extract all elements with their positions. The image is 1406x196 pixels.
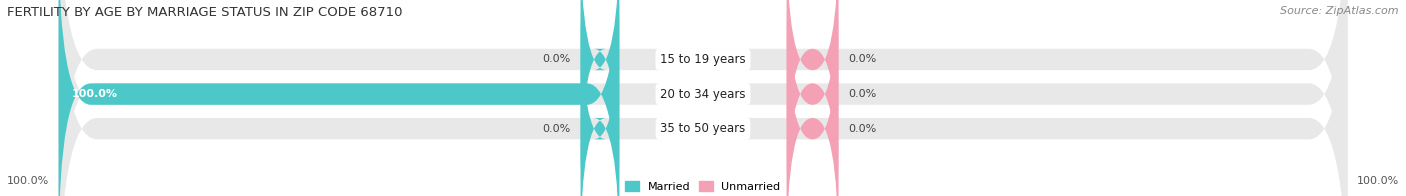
FancyBboxPatch shape <box>59 0 1347 196</box>
Text: 20 to 34 years: 20 to 34 years <box>661 88 745 101</box>
Text: 0.0%: 0.0% <box>848 124 876 134</box>
FancyBboxPatch shape <box>787 0 838 196</box>
Text: 0.0%: 0.0% <box>848 89 876 99</box>
Legend: Married, Unmarried: Married, Unmarried <box>626 181 780 192</box>
FancyBboxPatch shape <box>787 0 838 187</box>
Text: 0.0%: 0.0% <box>848 54 876 64</box>
FancyBboxPatch shape <box>787 1 838 196</box>
Text: Source: ZipAtlas.com: Source: ZipAtlas.com <box>1281 6 1399 16</box>
Text: FERTILITY BY AGE BY MARRIAGE STATUS IN ZIP CODE 68710: FERTILITY BY AGE BY MARRIAGE STATUS IN Z… <box>7 6 402 19</box>
Text: 0.0%: 0.0% <box>543 124 571 134</box>
FancyBboxPatch shape <box>581 0 619 187</box>
FancyBboxPatch shape <box>581 1 619 196</box>
FancyBboxPatch shape <box>59 0 1347 196</box>
Text: 35 to 50 years: 35 to 50 years <box>661 122 745 135</box>
FancyBboxPatch shape <box>59 0 1347 196</box>
Text: 0.0%: 0.0% <box>543 54 571 64</box>
FancyBboxPatch shape <box>59 0 619 196</box>
Text: 15 to 19 years: 15 to 19 years <box>661 53 745 66</box>
Text: 100.0%: 100.0% <box>7 176 49 186</box>
Text: 100.0%: 100.0% <box>72 89 118 99</box>
Text: 100.0%: 100.0% <box>1357 176 1399 186</box>
